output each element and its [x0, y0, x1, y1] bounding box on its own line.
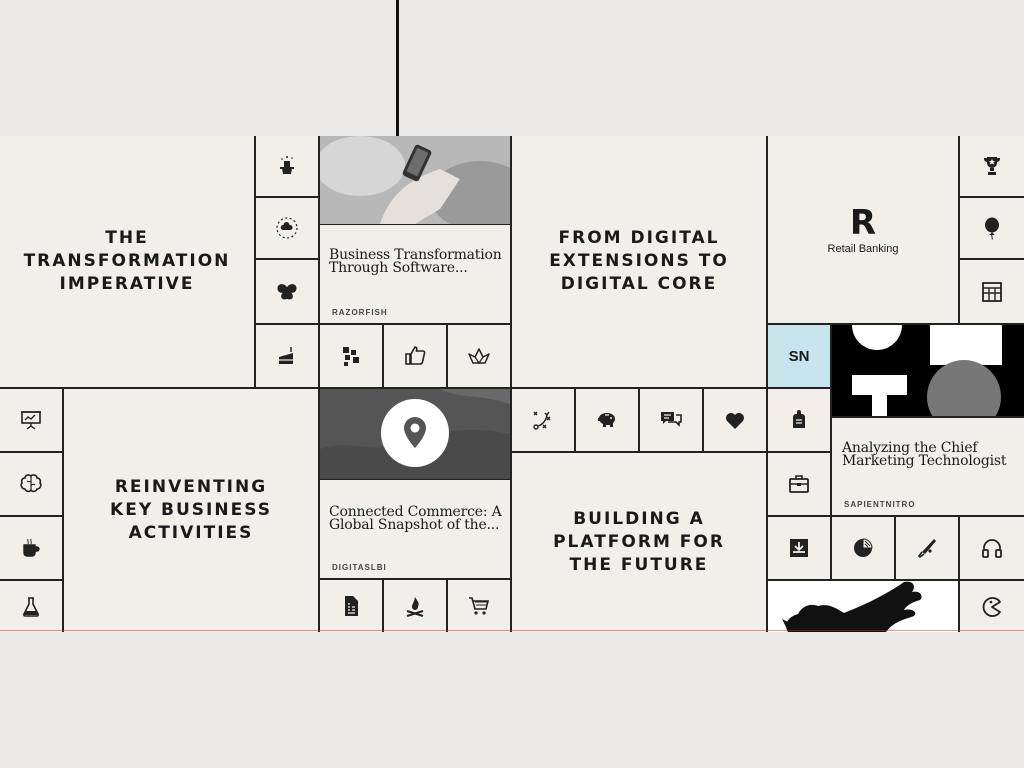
vertical-divider-line	[396, 0, 399, 136]
grid-bottom-border	[0, 630, 1024, 631]
backpack-icon[interactable]	[768, 389, 830, 451]
cloud-network-icon[interactable]	[256, 198, 318, 258]
retail-banking-logo: R	[849, 203, 877, 243]
card-digitas-photo	[320, 389, 510, 479]
card-digitas[interactable]: Connected Commerce: A Global Snapshot of…	[320, 389, 510, 578]
tile-retail-banking[interactable]: R Retail Banking	[768, 136, 958, 323]
tile-reinventing[interactable]: Reinventing Key Business Activities	[64, 389, 318, 632]
chat-icon[interactable]	[640, 389, 702, 451]
tile-digital-core[interactable]: From Digital Extensions to Digital Core	[512, 136, 766, 387]
flask-icon[interactable]	[0, 581, 62, 632]
briefcase-icon[interactable]	[768, 453, 830, 515]
cake-icon[interactable]	[256, 325, 318, 387]
thumbs-up-icon[interactable]	[384, 325, 446, 387]
trophy-icon[interactable]	[960, 136, 1024, 196]
headphones-icon[interactable]	[960, 517, 1024, 579]
campfire-icon[interactable]	[384, 580, 446, 632]
retail-banking-label: Retail Banking	[827, 243, 899, 255]
strategy-icon[interactable]	[512, 389, 574, 451]
card-razorfish-source: RAZORFISH	[332, 308, 388, 317]
coffee-icon[interactable]	[0, 517, 62, 579]
card-razorfish[interactable]: Business Transformation Through Software…	[320, 136, 510, 323]
pie-chart-icon[interactable]	[832, 517, 894, 579]
download-icon[interactable]	[768, 517, 830, 579]
sapient-graphic	[832, 325, 1024, 416]
tile-platform-future[interactable]: Building a Platform for the Future	[512, 453, 766, 632]
pacman-icon[interactable]	[960, 581, 1024, 632]
document-icon[interactable]	[320, 580, 382, 632]
tile-sn-logo[interactable]: SN	[768, 325, 830, 387]
baseball-bat-icon[interactable]	[896, 517, 958, 579]
card-digitas-title[interactable]: Connected Commerce: A Global Snapshot of…	[329, 504, 502, 533]
presentation-icon[interactable]	[0, 389, 62, 451]
table-icon[interactable]	[960, 260, 1024, 323]
brain-icon[interactable]	[0, 453, 62, 515]
balloon-icon[interactable]	[960, 198, 1024, 258]
blocks-icon[interactable]	[320, 325, 382, 387]
cart-icon[interactable]	[448, 580, 510, 632]
piggy-bank-icon[interactable]	[576, 389, 638, 451]
card-digitas-source: DIGITASLBI	[332, 563, 387, 572]
card-sapient-title[interactable]: Analyzing the Chief Marketing Technologi…	[842, 440, 1007, 469]
content-grid: The Transformation Imperative Business T…	[0, 136, 1024, 632]
card-sapient[interactable]: Analyzing the Chief Marketing Technologi…	[832, 418, 1024, 515]
heart-icon[interactable]	[704, 389, 766, 451]
tile-transformation-imperative[interactable]: The Transformation Imperative	[0, 136, 254, 387]
griffin-logo	[768, 581, 958, 632]
paper-crane-icon[interactable]	[448, 325, 510, 387]
card-razorfish-title[interactable]: Business Transformation Through Software…	[329, 247, 502, 276]
card-razorfish-photo	[320, 136, 510, 224]
magic-hat-icon[interactable]	[256, 136, 318, 196]
butterfly-icon[interactable]	[256, 260, 318, 323]
card-sapient-source: SAPIENTNITRO	[844, 500, 916, 509]
